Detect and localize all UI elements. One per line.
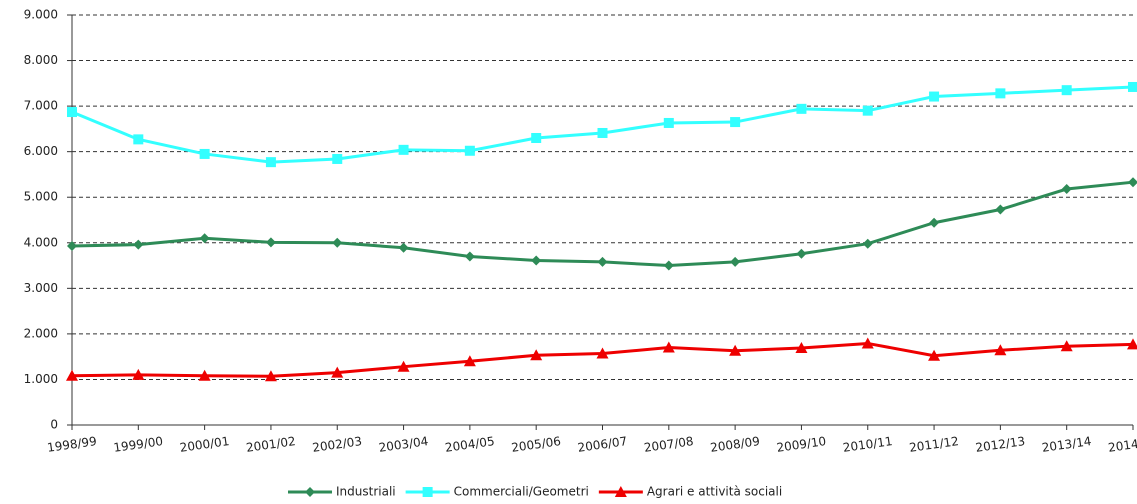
x-tick-label: 2003/04 [378, 434, 429, 455]
marker [928, 349, 941, 361]
marker [332, 237, 343, 248]
marker [66, 369, 78, 381]
y-tick-label: 6.000 [24, 144, 58, 158]
marker [530, 349, 543, 361]
marker [995, 204, 1006, 215]
y-tick-label: 5.000 [24, 190, 58, 204]
marker [1061, 85, 1072, 96]
marker [67, 107, 77, 118]
marker [305, 487, 315, 497]
marker [1128, 177, 1137, 188]
marker [331, 366, 344, 378]
marker [67, 240, 77, 251]
marker [198, 369, 211, 381]
marker [397, 360, 410, 372]
marker [729, 344, 742, 356]
marker [265, 237, 276, 248]
marker [862, 105, 873, 116]
y-tick-label: 0 [50, 418, 58, 432]
x-tick-label: 2013/14 [1041, 434, 1092, 455]
x-tick-label: 2005/06 [510, 434, 561, 455]
marker [1127, 338, 1137, 350]
x-tick-label: 1999/00 [113, 434, 164, 455]
marker [133, 134, 144, 145]
y-tick-label: 2.000 [24, 326, 58, 340]
x-tick-label: 2000/01 [179, 434, 230, 455]
marker [663, 260, 674, 271]
marker [398, 242, 409, 253]
x-tick-label: 2012/13 [975, 434, 1026, 455]
y-tick-label: 7.000 [24, 99, 58, 113]
marker [199, 148, 210, 159]
marker [796, 248, 807, 259]
x-tick-label: 2001/02 [245, 434, 296, 455]
x-tick-label: 2004/05 [444, 434, 495, 455]
marker [796, 103, 807, 114]
marker [795, 342, 808, 354]
x-tick-label: 2007/08 [643, 434, 694, 455]
series-line [71, 180, 1134, 268]
marker [531, 255, 542, 266]
marker [662, 341, 675, 353]
legend: Industriali Commerciali/Geometri Agrari e … [288, 485, 782, 499]
marker [861, 337, 874, 349]
legend-label: Agrari e attività sociali [647, 485, 782, 499]
marker [614, 486, 627, 497]
marker [597, 127, 608, 138]
marker [464, 251, 475, 262]
marker [597, 256, 608, 267]
y-tick-label: 9.000 [24, 8, 58, 22]
marker [531, 133, 542, 143]
legend-label: Commerciali/Geometri [454, 485, 589, 499]
x-tick-label: 2008/09 [709, 434, 760, 455]
marker [663, 117, 674, 128]
marker [730, 256, 741, 267]
x-tick-label: 2011/12 [908, 434, 959, 455]
marker [730, 117, 741, 128]
marker [1128, 81, 1137, 92]
marker [1060, 340, 1073, 352]
marker [265, 157, 276, 168]
y-tick-label: 3.000 [24, 281, 58, 295]
marker [1061, 184, 1072, 195]
marker [199, 233, 210, 244]
y-tick-label: 4.000 [24, 235, 58, 249]
y-tick-label: 1.000 [24, 372, 58, 386]
marker [862, 238, 873, 249]
marker [995, 88, 1006, 99]
x-tick-label: 1998/99 [46, 434, 97, 455]
marker [929, 217, 940, 228]
marker [464, 145, 475, 156]
marker [422, 487, 433, 497]
x-tick-label: 2006/07 [577, 434, 628, 455]
series-line [71, 85, 1134, 164]
marker [596, 347, 609, 359]
marker [332, 153, 343, 164]
x-tick-label: 2014/15 [1107, 434, 1137, 455]
marker [133, 239, 144, 250]
marker [463, 355, 476, 367]
x-tick-label: 2002/03 [312, 434, 363, 455]
marker [929, 91, 940, 102]
marker [398, 144, 409, 155]
marker [132, 368, 145, 380]
marker [264, 370, 277, 382]
x-tick-label: 2009/10 [776, 434, 827, 455]
y-tick-label: 8.000 [24, 53, 58, 67]
marker [994, 344, 1007, 356]
x-tick-label: 2010/11 [842, 434, 893, 455]
legend-label: Industriali [336, 485, 396, 499]
